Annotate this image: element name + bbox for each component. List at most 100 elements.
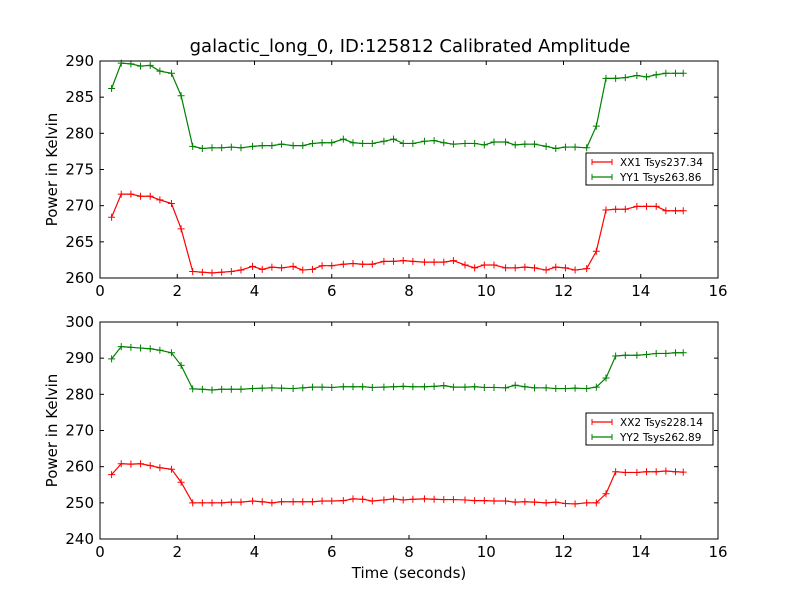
chart1-series-1-point	[156, 196, 164, 204]
chart1-y-tick-label: 290	[65, 52, 94, 70]
chart2-series-2-point	[318, 383, 326, 391]
chart2-series-1-point	[521, 498, 529, 506]
chart2-series-1-point	[268, 499, 276, 507]
chart1-series-1-point	[237, 266, 245, 274]
chart2-plot-area	[99, 321, 719, 540]
chart2-series-2-point	[308, 383, 316, 391]
chart2-series-1-point	[189, 499, 197, 507]
chart2-series-2-point	[490, 383, 498, 391]
chart1-series-1-point	[328, 262, 336, 270]
chart2-series-1-point	[502, 497, 510, 505]
chart1-series-2-point	[471, 139, 479, 147]
chart2-series-1-point	[571, 500, 579, 508]
chart1-series-1-point	[612, 205, 620, 213]
chart1-series-2-point	[440, 139, 448, 147]
chart2-series-1-point	[633, 468, 641, 476]
chart1-series-2-point	[490, 138, 498, 146]
chart2-x-tick-label: 10	[477, 543, 496, 561]
chart1-series-1-point	[339, 260, 347, 268]
chart2-legend-marker-1	[591, 419, 613, 425]
chart1-series-1-point	[461, 261, 469, 269]
chart1-series-1-point	[602, 206, 610, 214]
chart1-series-2-point	[521, 140, 529, 148]
chart2-series-1-point	[461, 496, 469, 504]
chart2-series-1-point	[289, 498, 297, 506]
chart1-x-tick-label: 4	[250, 282, 260, 300]
chart2-series-1-point	[643, 468, 651, 476]
chart2-series-2-point	[521, 383, 529, 391]
chart1-series-1-point	[227, 267, 235, 275]
chart2-series-line-1	[111, 463, 684, 505]
chart2-series-2-point	[127, 343, 135, 351]
chart1-series-1-point	[420, 258, 428, 266]
chart1-series-1-point	[218, 268, 226, 276]
chart2-series-2-point	[602, 374, 610, 382]
chart2-series-1-point	[339, 497, 347, 505]
chart1-x-tick-label: 8	[404, 282, 414, 300]
chart2-series-2-point	[633, 351, 641, 359]
chart1-series-2-point	[249, 142, 257, 150]
chart1-series-2-point	[146, 61, 154, 69]
chart1-series-1-point	[167, 199, 175, 207]
chart2-x-tick-label: 2	[172, 543, 182, 561]
chart2-x-tick-label: 12	[554, 543, 573, 561]
chart1-series-1-point	[480, 261, 488, 269]
chart1-series-1-point	[249, 262, 257, 270]
chart1-series-1-point	[662, 207, 670, 215]
chart2-series-1-point	[308, 498, 316, 506]
chart1-series-1-point	[399, 257, 407, 265]
chart2-series-1-point	[127, 460, 135, 468]
chart2-series-1-point	[399, 496, 407, 504]
chart2-series-1-point	[278, 498, 286, 506]
chart1-series-1-point	[177, 225, 185, 233]
chart2-series-2-point	[440, 382, 448, 390]
chart2-series-2-point	[258, 384, 266, 392]
chart2-series-2-point	[189, 385, 197, 393]
chart2-legend: XX2 Tsys228.14 YY2 Tsys262.89	[585, 412, 714, 446]
chart2-series-2-point	[399, 382, 407, 390]
chart2-legend-marker-2	[591, 434, 613, 440]
chart1-series-2-point	[156, 67, 164, 75]
chart1-y-axis-label: Power in Kelvin	[43, 113, 61, 227]
chart2-series-1-point	[137, 460, 145, 468]
chart1-series-2-point	[542, 142, 550, 150]
chart1-series-2-point	[189, 142, 197, 150]
chart1-series-1-point	[409, 257, 417, 265]
chart1-series-1-point	[117, 190, 125, 198]
chart2-series-1-point	[561, 500, 569, 508]
chart2-series-1-point	[542, 499, 550, 507]
chart1-series-2-point	[449, 140, 457, 148]
chart2-series-2-point	[449, 383, 457, 391]
chart1-series-2-point	[258, 142, 266, 150]
chart2-series-2-point	[471, 383, 479, 391]
chart1-series-1-point	[299, 266, 307, 274]
chart1-x-tick-label: 0	[95, 282, 105, 300]
chart2-series-1-point	[198, 499, 206, 507]
chart1-series-2-point	[409, 139, 417, 147]
chart2-series-1-point	[299, 498, 307, 506]
chart1-series-line-2	[111, 62, 684, 150]
chart2-legend-label-1: XX2 Tsys228.14	[620, 417, 703, 429]
chart1-series-2-point	[368, 139, 376, 147]
chart1-y-tick-label: 265	[65, 233, 94, 251]
chart2-series-2-point	[552, 385, 560, 393]
chart1-series-1-point	[380, 257, 388, 265]
chart2-series-2-point	[359, 383, 367, 391]
chart2-series-2-point	[137, 344, 145, 352]
chart1-series-2-point	[268, 142, 276, 150]
chart1-series-1-point	[359, 260, 367, 268]
chart1-legend-box	[585, 152, 714, 186]
chart2-y-tick-label: 270	[65, 422, 94, 440]
chart1-series-2-point	[339, 135, 347, 143]
chart2-series-2-point	[390, 383, 398, 391]
chart2-series-1-point	[227, 498, 235, 506]
chart2-series-2-point	[420, 383, 428, 391]
chart1-y-tick-label: 285	[65, 88, 94, 106]
chart2-series-2-point	[679, 349, 687, 357]
chart1-x-tick-label: 2	[172, 282, 182, 300]
chart2-x-tick-label: 8	[404, 543, 414, 561]
chart1-series-2-point	[218, 144, 226, 152]
chart2-y-tick-label: 260	[65, 458, 94, 476]
chart1-series-1-point	[490, 261, 498, 269]
chart2-series-2-point	[299, 384, 307, 392]
